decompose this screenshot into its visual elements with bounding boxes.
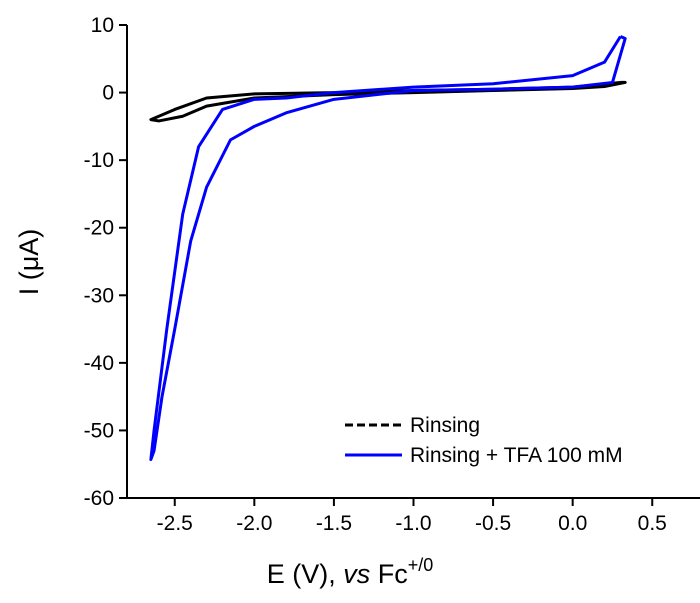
y-tick-label: -20 xyxy=(84,217,114,240)
y-tick-label: -30 xyxy=(84,284,114,307)
x-label-part: Fc xyxy=(370,559,408,589)
x-axis-label: E (V), vs Fc+/0 xyxy=(267,555,434,589)
x-tick-label: 0.0 xyxy=(558,512,587,535)
x-tick-label: 0.5 xyxy=(638,512,667,535)
x-label-part: vs xyxy=(343,559,370,589)
legend-label: Rinsing + TFA 100 mM xyxy=(410,444,623,467)
y-tick-label: -10 xyxy=(84,149,114,172)
series-line xyxy=(149,35,627,461)
x-label-superscript: +/0 xyxy=(408,555,434,575)
x-tick-label: -2.0 xyxy=(236,512,272,535)
y-tick-label: -50 xyxy=(84,419,114,442)
y-tick-label: -40 xyxy=(84,352,114,375)
x-label-part: E (V), xyxy=(267,559,344,589)
x-tick-label: -1.0 xyxy=(395,512,431,535)
y-tick-label: 0 xyxy=(102,82,114,105)
y-tick-label: 10 xyxy=(91,14,114,37)
x-tick-label: -0.5 xyxy=(475,512,511,535)
legend-label: Rinsing xyxy=(410,414,480,437)
x-tick-label: -1.5 xyxy=(316,512,352,535)
y-tick-label: -60 xyxy=(84,487,114,510)
x-tick-label: -2.5 xyxy=(157,512,193,535)
y-axis-label: I (μA) xyxy=(14,229,44,296)
